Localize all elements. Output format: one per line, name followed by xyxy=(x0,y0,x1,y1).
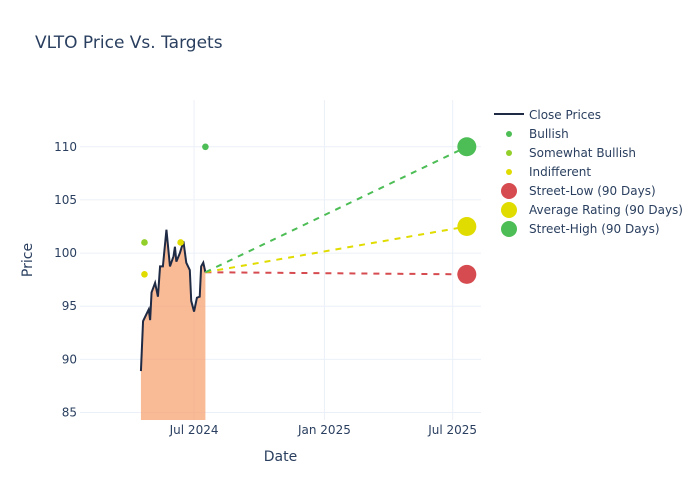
y-tick-label: 85 xyxy=(62,406,77,420)
legend-symbol xyxy=(493,200,523,219)
legend-item[interactable]: Street-Low (90 Days) xyxy=(493,181,683,200)
y-axis-title: Price xyxy=(20,243,36,277)
legend-label: Somewhat Bullish xyxy=(529,145,637,160)
target-line xyxy=(205,225,468,274)
target-marker xyxy=(457,217,477,237)
legend-item[interactable]: Indifferent xyxy=(493,162,683,181)
legend-label: Close Prices xyxy=(529,107,602,122)
x-tick-label: Jul 2024 xyxy=(169,423,219,437)
legend: Close Prices Bullish Somewhat Bullish Indif… xyxy=(493,105,683,238)
legend-label: Street-Low (90 Days) xyxy=(529,183,656,198)
legend-label: Indifferent xyxy=(529,164,592,179)
legend-item[interactable]: Street-High (90 Days) xyxy=(493,219,683,238)
x-tick-label: Jul 2025 xyxy=(427,423,477,437)
legend-symbol xyxy=(493,181,523,200)
legend-symbol xyxy=(493,162,523,181)
rating-point xyxy=(141,271,148,278)
target-marker xyxy=(457,264,477,284)
x-axis-title: Date xyxy=(264,449,297,465)
legend-symbol xyxy=(493,143,523,162)
y-tick-label: 105 xyxy=(54,193,77,207)
x-tick-label: Jan 2025 xyxy=(297,423,351,437)
legend-symbol xyxy=(493,105,524,124)
y-tick-label: 95 xyxy=(62,299,77,313)
y-tick-label: 90 xyxy=(62,352,77,366)
y-tick-label: 110 xyxy=(54,140,77,154)
chart-title: VLTO Price Vs. Targets xyxy=(35,33,223,53)
rating-point xyxy=(202,143,209,151)
target-marker xyxy=(457,137,477,157)
legend-symbol xyxy=(493,219,523,238)
legend-symbol xyxy=(493,124,523,143)
legend-item[interactable]: Average Rating (90 Days) xyxy=(493,200,683,219)
close-price-line xyxy=(139,229,207,372)
legend-item[interactable]: Somewhat Bullish xyxy=(493,143,683,162)
target-line xyxy=(204,145,468,274)
legend-item[interactable]: Close Prices xyxy=(493,105,683,124)
legend-label: Bullish xyxy=(529,126,569,141)
y-tick-label: 100 xyxy=(54,246,77,260)
legend-label: Average Rating (90 Days) xyxy=(529,202,683,217)
legend-item[interactable]: Bullish xyxy=(493,124,683,143)
rating-point xyxy=(141,239,148,246)
target-line xyxy=(205,271,467,276)
rating-point xyxy=(177,239,184,246)
legend-label: Street-High (90 Days) xyxy=(529,221,660,236)
